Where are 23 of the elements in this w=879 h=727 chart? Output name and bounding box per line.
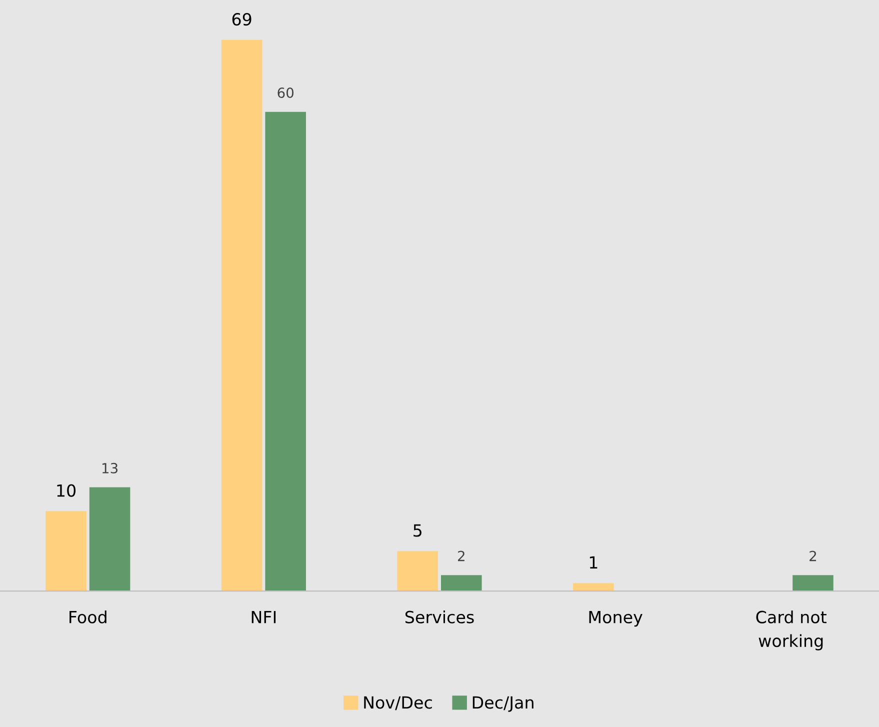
data-label: 13 — [102, 462, 118, 474]
bar — [265, 112, 306, 592]
legend-label: Dec/Jan — [472, 696, 534, 712]
bar — [397, 551, 438, 592]
data-label: 10 — [57, 484, 76, 497]
data-label: 2 — [810, 550, 816, 562]
bar — [440, 575, 482, 592]
data-label: 5 — [414, 524, 422, 537]
x-tick-label: Food — [70, 610, 106, 624]
legend-label: Nov/Dec — [364, 696, 432, 710]
x-tick-label: Services — [405, 610, 474, 624]
bar — [46, 511, 86, 592]
data-label: 69 — [232, 12, 252, 26]
data-label: 60 — [278, 88, 294, 98]
data-label: 1 — [590, 556, 598, 568]
x-tick-label: Money — [589, 611, 642, 627]
bar — [89, 487, 130, 592]
bar — [573, 583, 614, 592]
bar — [792, 575, 834, 592]
data-label: 2 — [458, 550, 464, 562]
bar — [221, 40, 262, 592]
x-tick-label: Card not working — [756, 610, 826, 650]
x-tick-label: NFI — [252, 611, 276, 624]
